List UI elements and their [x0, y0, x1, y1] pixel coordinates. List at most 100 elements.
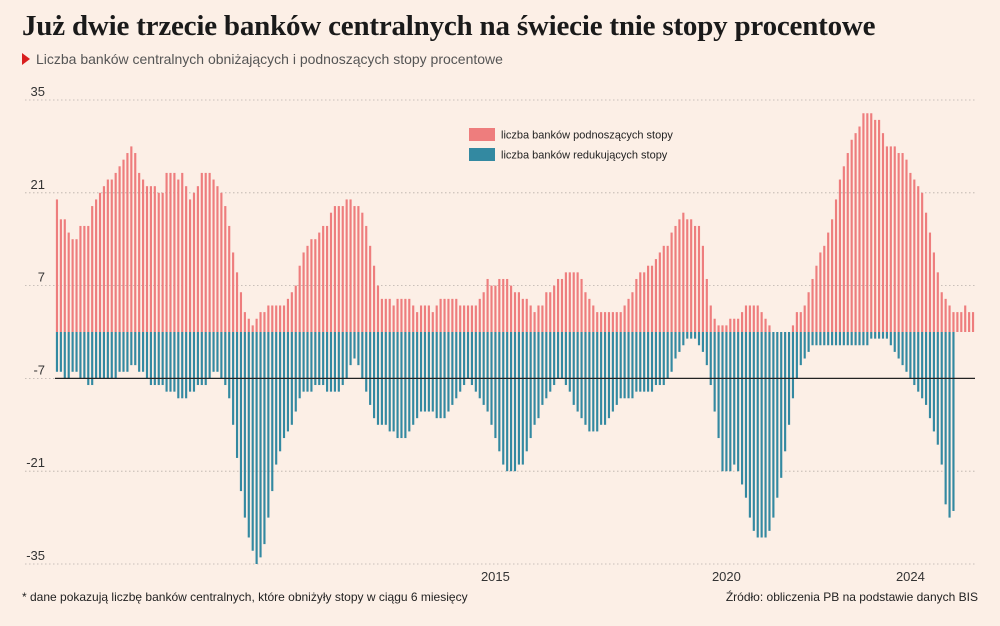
bar-hikes	[353, 206, 356, 332]
bar-hikes	[416, 312, 419, 332]
bar-cuts	[506, 332, 509, 472]
bar-cuts	[674, 332, 677, 359]
bar-cuts	[627, 332, 630, 399]
bar-hikes	[893, 146, 896, 332]
bar-hikes	[235, 272, 239, 332]
bar-hikes	[439, 298, 442, 332]
bar-hikes	[177, 179, 180, 332]
bar-hikes	[662, 245, 665, 332]
bar-hikes	[694, 225, 697, 332]
bar-cuts	[55, 332, 59, 372]
bar-cuts	[639, 332, 642, 392]
bar-hikes	[329, 212, 333, 332]
bar-hikes	[443, 298, 446, 332]
bar-cuts	[298, 332, 301, 399]
bar-hikes	[795, 312, 798, 332]
bar-hikes	[102, 186, 106, 332]
bar-hikes	[709, 305, 712, 332]
bar-cuts	[940, 332, 943, 465]
bar-cuts	[294, 332, 297, 412]
bar-cuts	[529, 332, 532, 439]
bar-hikes	[952, 312, 955, 332]
bar-hikes	[885, 146, 888, 332]
bar-cuts	[282, 332, 286, 439]
bar-cuts	[772, 332, 775, 518]
bar-cuts	[408, 332, 411, 432]
bar-hikes	[282, 305, 286, 332]
bar-cuts	[95, 332, 98, 379]
bar-hikes	[647, 265, 650, 332]
bar-hikes	[897, 153, 900, 332]
bar-hikes	[138, 172, 141, 332]
bar-hikes	[654, 259, 658, 332]
bar-hikes	[357, 206, 360, 332]
bar-hikes	[157, 192, 160, 332]
bar-hikes	[560, 278, 564, 332]
bar-hikes	[576, 272, 579, 332]
bar-hikes	[79, 225, 82, 332]
bar-hikes	[275, 305, 278, 332]
bar-hikes	[924, 212, 928, 332]
bar-hikes	[188, 199, 192, 332]
bar-cuts	[862, 332, 865, 346]
bar-hikes	[964, 305, 967, 332]
bar-cuts	[549, 332, 552, 392]
bar-cuts	[658, 332, 661, 386]
bar-cuts	[932, 332, 935, 432]
bar-hikes	[95, 199, 98, 332]
bar-hikes	[302, 252, 305, 332]
bar-cuts	[365, 332, 368, 392]
bar-cuts	[466, 332, 470, 379]
bar-hikes	[122, 159, 125, 332]
bar-hikes	[470, 305, 474, 332]
bar-cuts	[470, 332, 474, 386]
bar-cuts	[302, 332, 305, 392]
bar-hikes	[733, 318, 736, 332]
bar-cuts	[220, 332, 223, 379]
bar-cuts	[721, 332, 724, 472]
bar-cuts	[831, 332, 834, 346]
bar-cuts	[451, 332, 454, 405]
bar-cuts	[803, 332, 806, 359]
bar-cuts	[737, 332, 740, 472]
bar-hikes	[588, 298, 591, 332]
bar-cuts	[145, 332, 149, 379]
bar-cuts	[59, 332, 62, 372]
bar-hikes	[55, 199, 59, 332]
bar-hikes	[670, 232, 673, 332]
bar-cuts	[196, 332, 199, 386]
bar-cuts	[443, 332, 446, 419]
bar-hikes	[165, 172, 168, 332]
bar-hikes	[502, 278, 505, 332]
bar-hikes	[533, 312, 536, 332]
bar-hikes	[75, 239, 78, 332]
bar-hikes	[831, 219, 834, 332]
bar-hikes	[271, 305, 274, 332]
bar-cuts	[71, 332, 74, 372]
chart-title: Już dwie trzecie banków centralnych na ś…	[22, 10, 876, 42]
bar-hikes	[71, 239, 74, 332]
bar-hikes	[713, 318, 716, 332]
source-note: Źródło: obliczenia PB na podstawie danyc…	[725, 590, 978, 604]
bar-hikes	[216, 186, 219, 332]
bar-cuts	[63, 332, 66, 379]
bar-cuts	[870, 332, 873, 339]
bar-cuts	[893, 332, 896, 352]
bar-cuts	[212, 332, 215, 372]
bar-cuts	[353, 332, 356, 359]
bar-cuts	[944, 332, 947, 505]
bar-cuts	[725, 332, 728, 472]
bar-cuts	[142, 332, 145, 372]
bar-hikes	[611, 312, 614, 332]
legend-label: liczba banków podnoszących stopy	[501, 130, 673, 142]
bar-hikes	[944, 298, 947, 332]
bar-hikes	[600, 312, 603, 332]
bar-cuts	[372, 332, 376, 419]
bar-hikes	[948, 305, 951, 332]
bar-hikes	[791, 325, 795, 332]
bar-hikes	[678, 219, 681, 332]
bar-hikes	[748, 305, 751, 332]
bar-hikes	[838, 179, 842, 332]
bar-cuts	[259, 332, 262, 558]
bar-hikes	[744, 305, 748, 332]
